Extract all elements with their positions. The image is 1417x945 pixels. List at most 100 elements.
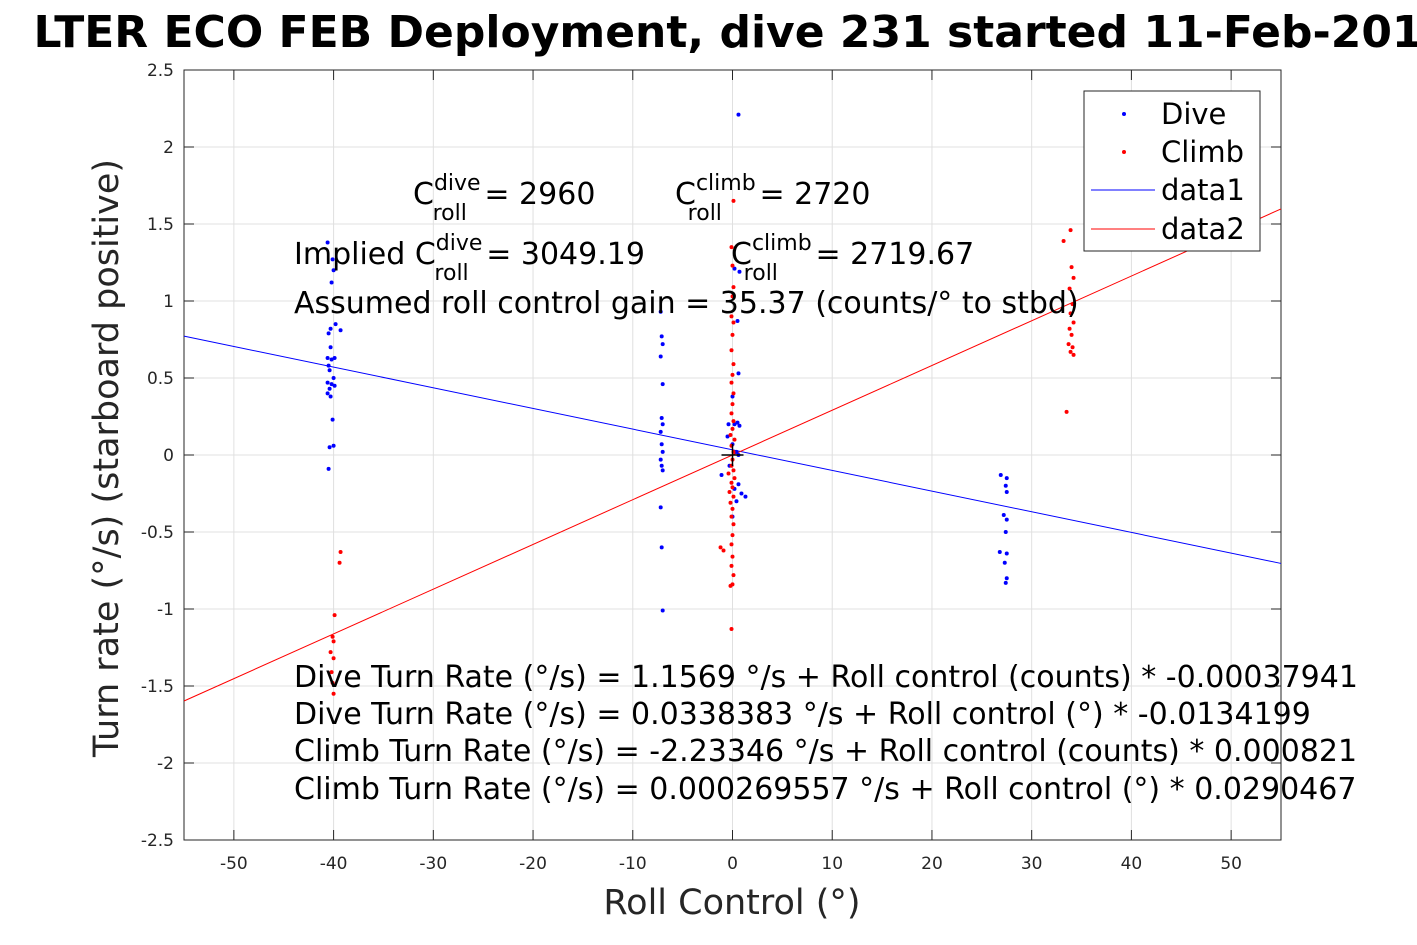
dive-point: [659, 545, 664, 550]
climb-point: [730, 263, 735, 268]
dive-point: [1004, 517, 1009, 522]
climb-point: [731, 320, 736, 325]
climb-point: [731, 362, 736, 367]
climb-point: [332, 613, 337, 618]
x-tick-label: -40: [320, 854, 348, 874]
dive-point: [660, 342, 665, 347]
dive-point: [1004, 551, 1009, 556]
climb-point: [729, 348, 734, 353]
dive-point: [737, 423, 742, 428]
dive-point: [658, 505, 663, 510]
dive-point: [330, 257, 335, 262]
legend-label-data2: data2: [1161, 212, 1245, 246]
dive-point: [659, 442, 664, 447]
climb-point: [731, 573, 736, 578]
dive-point: [325, 380, 330, 385]
x-tick-label: -50: [220, 854, 248, 874]
dive-point: [332, 355, 337, 360]
climb-point: [1070, 345, 1075, 350]
legend-label-data1: data1: [1161, 173, 1245, 207]
climb-point: [1069, 332, 1074, 337]
dive-point: [1004, 576, 1009, 581]
dive-point: [737, 269, 742, 274]
dive-point: [1003, 483, 1008, 488]
climb-point: [728, 432, 733, 437]
climb-point: [730, 372, 735, 377]
legend-label-climb: Climb: [1161, 135, 1244, 169]
x-tick-label: 10: [821, 854, 843, 874]
legend-marker-climb: [1122, 150, 1126, 154]
climb-point: [731, 391, 736, 396]
climb-point: [731, 522, 736, 527]
climb-point: [330, 634, 335, 639]
dive-point: [332, 383, 337, 388]
climb-point: [328, 650, 333, 655]
x-tick-label: 40: [1121, 854, 1143, 874]
climb-point: [1067, 286, 1072, 291]
climb-point: [727, 489, 732, 494]
climb-point: [1068, 311, 1073, 316]
dive-point: [331, 268, 336, 273]
dive-point: [328, 394, 333, 399]
dive-point: [735, 420, 740, 425]
dive-point: [329, 382, 334, 387]
equation-climb-counts: Climb Turn Rate (°/s) = -2.23346 °/s + R…: [294, 734, 1357, 769]
climb-point: [1067, 326, 1072, 331]
dive-point: [735, 319, 740, 324]
dive-point: [719, 473, 724, 478]
y-tick-labels: 2.5 2 1.5 1 0.5 0 -0.5 -1 -1.5 -2 -2.5: [141, 61, 174, 851]
dive-point: [736, 112, 741, 117]
climb-point: [730, 294, 735, 299]
dive-point: [660, 449, 665, 454]
dive-point: [659, 463, 664, 468]
legend-marker-dive: [1122, 112, 1126, 116]
dive-point: [331, 376, 336, 380]
climb-point: [729, 245, 734, 250]
dive-point: [331, 443, 336, 448]
dive-point: [1004, 476, 1009, 481]
legend-label-dive: Dive: [1161, 97, 1226, 131]
x-tick-label: -30: [419, 854, 447, 874]
dive-point: [732, 266, 737, 271]
dive-point: [743, 494, 748, 499]
legend: Dive Climb data1 data2: [1083, 90, 1261, 252]
y-tick-label: 1: [163, 292, 174, 312]
c-dive-annotation: Cdive roll = 2960: [413, 171, 595, 226]
climb-point: [1064, 409, 1069, 414]
dive-point: [333, 322, 338, 327]
climb-point: [1071, 352, 1076, 357]
y-tick-label: 2: [163, 138, 174, 158]
climb-point: [731, 468, 736, 473]
climb-point: [721, 548, 726, 553]
dive-point: [1001, 513, 1006, 518]
dive-point: [1003, 530, 1008, 534]
climb-point: [337, 560, 342, 565]
dive-point: [330, 417, 335, 422]
climb-point: [730, 426, 735, 431]
dive-point: [658, 457, 663, 462]
y-tick-label: 1.5: [147, 215, 174, 235]
x-tick-label: 0: [727, 854, 738, 874]
climb-point: [731, 198, 736, 203]
y-tick-label: -2: [157, 754, 174, 774]
dive-point: [998, 473, 1003, 478]
climb-point: [729, 563, 734, 568]
climb-point: [329, 670, 334, 675]
climb-point: [729, 480, 734, 485]
implied-dive-annotation: Implied Cdive roll = 3049.19: [294, 231, 645, 286]
dive-point: [997, 550, 1002, 555]
climb-point: [729, 627, 734, 632]
y-tick-label: -1: [157, 600, 174, 620]
x-tick-label: 20: [921, 854, 943, 874]
climb-point: [731, 494, 736, 499]
climb-point: [730, 554, 735, 559]
y-tick-label: -2.5: [141, 831, 174, 851]
x-tick-label: 30: [1021, 854, 1043, 874]
y-axis-label: Turn rate (°/s) (starboard positive): [87, 159, 127, 758]
y-tick-label: 0: [163, 446, 174, 466]
y-tick-label: 2.5: [147, 61, 174, 81]
dive-point: [659, 334, 664, 339]
climb-point: [331, 639, 336, 644]
dive-point: [325, 391, 330, 396]
dive-point: [326, 363, 331, 368]
